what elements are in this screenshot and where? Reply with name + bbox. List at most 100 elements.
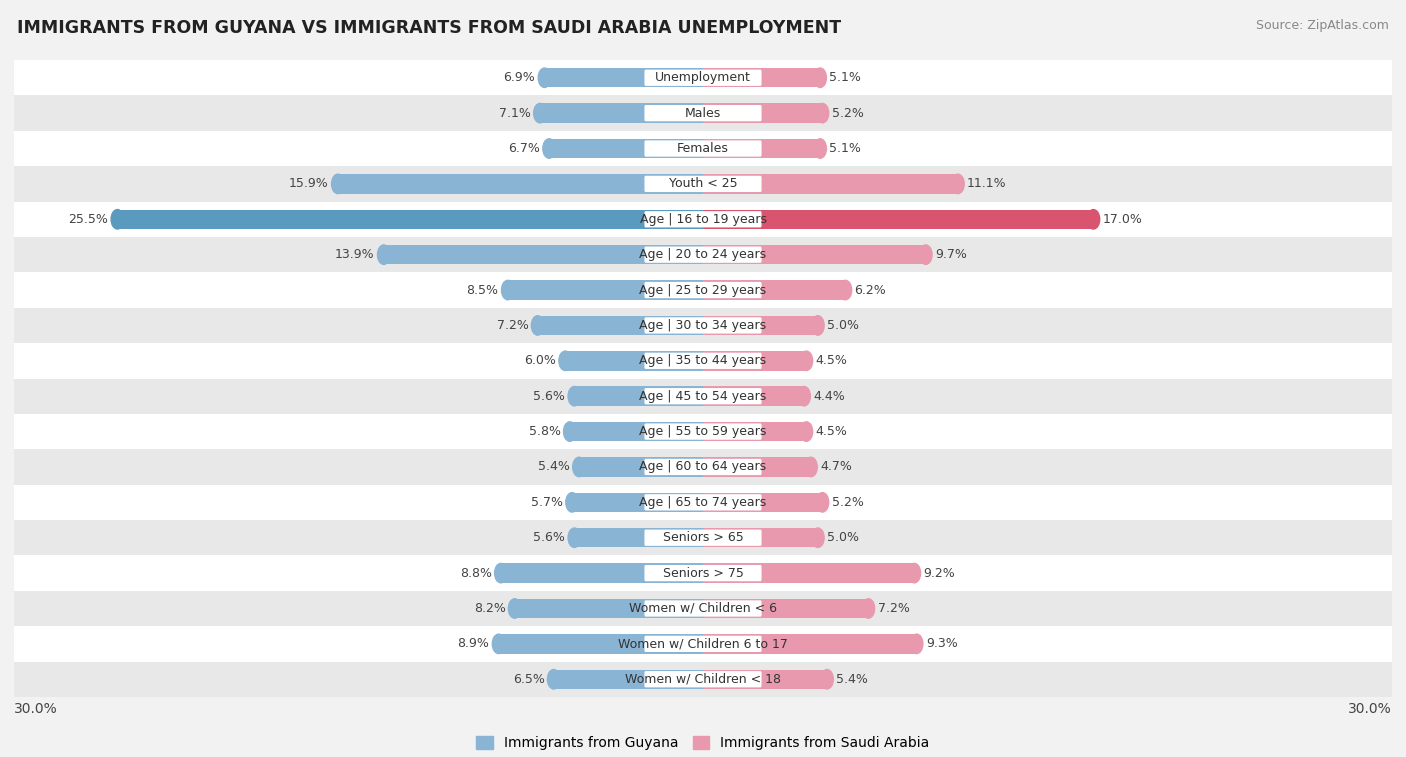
Bar xyxy=(14,626,1392,662)
FancyBboxPatch shape xyxy=(644,530,762,546)
Text: 5.6%: 5.6% xyxy=(533,531,565,544)
Bar xyxy=(14,308,1392,343)
Circle shape xyxy=(534,104,547,123)
Text: Women w/ Children < 18: Women w/ Children < 18 xyxy=(626,673,780,686)
Text: 5.0%: 5.0% xyxy=(827,319,859,332)
Circle shape xyxy=(814,68,827,88)
FancyBboxPatch shape xyxy=(644,140,762,157)
Circle shape xyxy=(560,351,571,370)
Text: Age | 25 to 29 years: Age | 25 to 29 years xyxy=(640,284,766,297)
Bar xyxy=(703,174,957,194)
Bar xyxy=(703,104,823,123)
Text: 5.1%: 5.1% xyxy=(830,71,862,84)
Text: 6.7%: 6.7% xyxy=(508,142,540,155)
FancyBboxPatch shape xyxy=(644,105,762,121)
Bar xyxy=(703,669,827,689)
Circle shape xyxy=(811,316,824,335)
Circle shape xyxy=(572,457,585,477)
Text: Age | 35 to 44 years: Age | 35 to 44 years xyxy=(640,354,766,367)
Bar xyxy=(565,351,703,370)
Bar xyxy=(14,378,1392,414)
Circle shape xyxy=(797,387,810,406)
Bar xyxy=(703,316,818,335)
FancyBboxPatch shape xyxy=(644,671,762,687)
FancyBboxPatch shape xyxy=(644,494,762,510)
Text: Females: Females xyxy=(678,142,728,155)
Text: 5.2%: 5.2% xyxy=(831,107,863,120)
Text: Age | 45 to 54 years: Age | 45 to 54 years xyxy=(640,390,766,403)
Circle shape xyxy=(839,280,852,300)
Text: 8.5%: 8.5% xyxy=(467,284,499,297)
Text: 5.4%: 5.4% xyxy=(837,673,868,686)
Text: 30.0%: 30.0% xyxy=(1348,702,1392,716)
Text: 5.6%: 5.6% xyxy=(533,390,565,403)
Text: Youth < 25: Youth < 25 xyxy=(669,177,737,191)
Bar xyxy=(703,457,811,477)
Bar xyxy=(14,95,1392,131)
Bar xyxy=(501,563,703,583)
Circle shape xyxy=(814,139,827,158)
Circle shape xyxy=(547,669,560,689)
Text: Age | 65 to 74 years: Age | 65 to 74 years xyxy=(640,496,766,509)
Text: 6.0%: 6.0% xyxy=(524,354,555,367)
Bar xyxy=(569,422,703,441)
Text: Age | 16 to 19 years: Age | 16 to 19 years xyxy=(640,213,766,226)
Bar xyxy=(515,599,703,618)
FancyBboxPatch shape xyxy=(644,459,762,475)
Circle shape xyxy=(509,599,522,618)
Circle shape xyxy=(811,528,824,547)
Circle shape xyxy=(495,563,508,583)
Circle shape xyxy=(862,599,875,618)
FancyBboxPatch shape xyxy=(644,353,762,369)
Circle shape xyxy=(800,351,813,370)
Circle shape xyxy=(502,280,515,300)
Bar xyxy=(508,280,703,300)
Bar xyxy=(703,351,807,370)
Text: 5.8%: 5.8% xyxy=(529,425,561,438)
Text: 25.5%: 25.5% xyxy=(69,213,108,226)
Circle shape xyxy=(1087,210,1099,229)
Text: 11.1%: 11.1% xyxy=(967,177,1007,191)
Text: 6.2%: 6.2% xyxy=(855,284,886,297)
Circle shape xyxy=(920,245,932,264)
Circle shape xyxy=(564,422,576,441)
Bar xyxy=(544,68,703,88)
Bar xyxy=(14,520,1392,556)
Text: Women w/ Children < 6: Women w/ Children < 6 xyxy=(628,602,778,615)
Bar xyxy=(703,139,820,158)
Bar xyxy=(703,68,820,88)
Circle shape xyxy=(565,493,578,512)
Bar xyxy=(14,484,1392,520)
Text: Seniors > 75: Seniors > 75 xyxy=(662,566,744,580)
Bar xyxy=(703,599,869,618)
Bar xyxy=(572,493,703,512)
Text: 4.7%: 4.7% xyxy=(820,460,852,473)
Text: 4.5%: 4.5% xyxy=(815,425,848,438)
Bar xyxy=(703,422,807,441)
Bar xyxy=(537,316,703,335)
FancyBboxPatch shape xyxy=(644,388,762,404)
Bar xyxy=(14,662,1392,697)
Text: 4.5%: 4.5% xyxy=(815,354,848,367)
Bar xyxy=(14,590,1392,626)
Text: 7.2%: 7.2% xyxy=(877,602,910,615)
Circle shape xyxy=(111,210,124,229)
Text: 15.9%: 15.9% xyxy=(288,177,329,191)
Circle shape xyxy=(568,387,581,406)
Circle shape xyxy=(492,634,505,653)
FancyBboxPatch shape xyxy=(644,70,762,86)
Text: 6.9%: 6.9% xyxy=(503,71,536,84)
Text: Males: Males xyxy=(685,107,721,120)
Circle shape xyxy=(800,422,813,441)
Circle shape xyxy=(952,174,965,194)
Text: 30.0%: 30.0% xyxy=(14,702,58,716)
Text: 5.7%: 5.7% xyxy=(531,496,562,509)
Circle shape xyxy=(815,493,828,512)
Circle shape xyxy=(910,634,922,653)
Circle shape xyxy=(804,457,817,477)
Text: 7.2%: 7.2% xyxy=(496,319,529,332)
Text: 6.5%: 6.5% xyxy=(513,673,544,686)
Circle shape xyxy=(543,139,555,158)
Bar xyxy=(703,387,804,406)
Bar xyxy=(703,280,845,300)
